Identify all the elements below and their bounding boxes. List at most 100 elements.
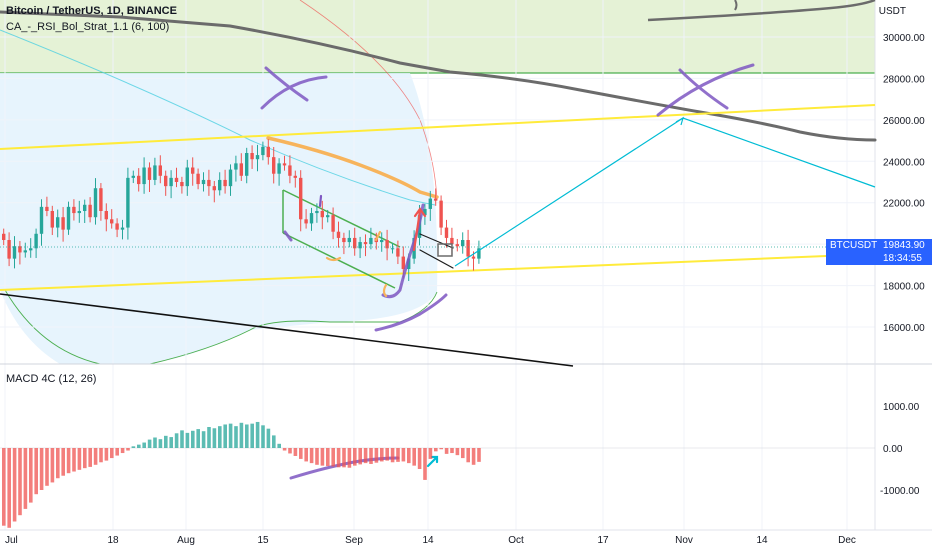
macd-bar [390, 448, 395, 463]
candle-body [288, 165, 292, 176]
macd-bar [77, 448, 82, 470]
projection-arrow [675, 116, 684, 126]
candle-body [72, 206, 76, 214]
macd-bar [174, 433, 179, 448]
macd-bar [2, 448, 6, 526]
candle-body [444, 227, 449, 238]
candle-body [169, 177, 173, 187]
orange-mark-2 [325, 256, 342, 262]
price-axis[interactable]: 30000.00 28000.00 26000.00 24000.00 22000.00… [883, 33, 925, 334]
candle-body [363, 242, 368, 245]
time-tick-label: 15 [257, 535, 269, 546]
price-tick-label: 26000.00 [883, 116, 925, 127]
candle-body [131, 175, 135, 178]
macd-bar [180, 430, 184, 448]
macd-bar [34, 448, 38, 495]
macd-bar [23, 448, 28, 509]
time-tick-label: Jul [5, 535, 18, 546]
candle-body [434, 198, 438, 201]
candle-body [401, 256, 405, 269]
candle-body [185, 167, 189, 187]
macd-bar [401, 448, 406, 462]
macd-axis[interactable]: 1000.00 0.00 -1000.00 [880, 402, 920, 497]
orange-mark-3 [382, 283, 388, 298]
macd-bar [245, 424, 249, 448]
macd-bar [444, 448, 449, 454]
price-tick-label: 22000.00 [883, 199, 925, 210]
candle-body [66, 206, 71, 230]
channel-lower [282, 232, 396, 289]
macd-bar [353, 448, 357, 466]
macd-bar [282, 448, 287, 451]
candle-body [455, 244, 459, 247]
teal-moving-average [0, 29, 436, 206]
indicator-label[interactable]: CA_-_RSI_Bol_Strat_1.1 (6, 100) [6, 21, 170, 33]
candle-body [369, 237, 373, 245]
macd-bar [56, 448, 60, 479]
macd-bar [477, 448, 481, 462]
macd-label[interactable]: MACD 4C (12, 26) [6, 373, 97, 385]
candle-body [266, 146, 270, 158]
time-axis[interactable]: Jul 18 Aug 15 Sep 14 Oct 17 Nov 14 Dec [5, 535, 856, 546]
candle-body [212, 186, 216, 191]
orange-curve [266, 136, 439, 199]
time-tick-label: Sep [345, 535, 363, 546]
candle-body [45, 206, 49, 211]
candle-body [428, 198, 432, 209]
macd-bar [196, 429, 200, 448]
candle-body [336, 231, 341, 238]
macd-bar [66, 448, 71, 474]
gray-box [437, 243, 453, 257]
candle-body [315, 211, 319, 214]
macd-bar [164, 435, 168, 448]
last-price-badge: BTCUSDT 19843.90 [826, 239, 932, 253]
bollinger-upper [299, 0, 438, 201]
candle-body [228, 169, 233, 187]
orange-mark-1 [374, 230, 382, 242]
candle-body [83, 204, 87, 211]
gray-ma-upper [647, 0, 876, 22]
macd-bar [93, 448, 98, 465]
macd-bar [83, 448, 87, 469]
macd-bar [266, 428, 271, 448]
chart-title[interactable]: Bitcoin / TetherUS, 1D, BINANCE [6, 5, 177, 17]
macd-bar [115, 448, 119, 456]
red-arrow-up [412, 207, 427, 252]
candle-body [304, 219, 308, 224]
candle-body [261, 146, 265, 156]
time-tick-label: 14 [756, 535, 768, 546]
macd-bar [288, 448, 292, 454]
macd-bar [72, 448, 76, 472]
macd-bar [363, 448, 368, 464]
macd-bar [99, 448, 103, 463]
macd-bar [342, 448, 346, 468]
candle-body [99, 188, 103, 211]
candle-body [88, 204, 92, 218]
price-tick-label: 18000.00 [883, 282, 925, 293]
macd-bar [137, 444, 141, 448]
macd-bar [450, 448, 454, 454]
candle-body [245, 153, 249, 176]
candle-body [299, 177, 303, 220]
macd-bar [434, 448, 438, 452]
candle-body [380, 240, 384, 243]
price-tick-label: 28000.00 [883, 74, 925, 85]
purple-x-right [656, 63, 755, 117]
macd-bar [147, 439, 152, 448]
candle-body [2, 233, 6, 240]
candle-body [309, 213, 314, 224]
yellow-lower-trendline [0, 253, 876, 291]
candle-body [471, 256, 476, 259]
macd-bar [369, 448, 373, 464]
macd-bar [61, 448, 65, 476]
macd-bar [50, 448, 55, 483]
macd-bar [358, 448, 362, 465]
candle-body [7, 240, 11, 259]
candle-body [50, 211, 54, 228]
channel-upper [282, 189, 401, 248]
candle-body [390, 248, 395, 250]
macd-bar [12, 448, 17, 522]
candle-body [207, 179, 211, 187]
macd-bar [315, 448, 319, 465]
